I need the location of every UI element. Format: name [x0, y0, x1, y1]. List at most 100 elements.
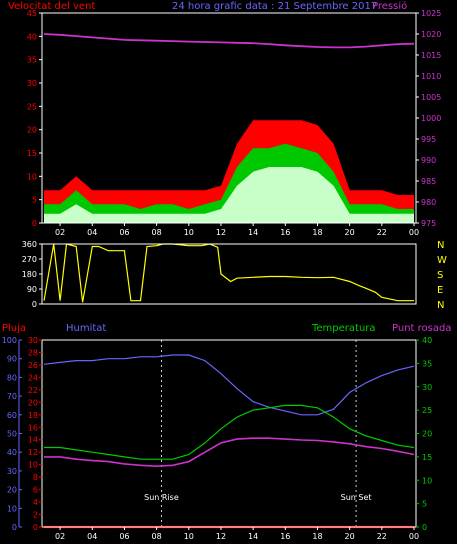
rain-axis-label: 24: [28, 373, 38, 382]
wind-direction-line: [43, 243, 414, 303]
humidity-x-label: 10: [184, 532, 194, 541]
rain-axis-label: 22: [28, 386, 38, 395]
sun-marker-label: Sun Rise: [144, 493, 179, 502]
direction-axis-label: 180: [22, 270, 37, 279]
pressure-axis-label: 985: [421, 177, 436, 186]
humidity-x-label: 14: [248, 532, 258, 541]
humidity-axis-label: 70: [7, 392, 17, 401]
humidity-line: [43, 354, 415, 416]
direction-compass-label: E: [437, 285, 443, 296]
wind-axis-label: 25: [27, 102, 37, 111]
wind-x-label: 10: [184, 228, 194, 237]
wind-axis-label: 20: [27, 126, 37, 135]
rain-axis-label: 0: [33, 523, 38, 532]
rain-axis-label: 6: [33, 486, 38, 495]
wind-axis-label: 15: [27, 149, 37, 158]
rain-axis-label: 10: [28, 461, 38, 470]
pressure-axis-label: 990: [421, 156, 436, 165]
humidity-x-label: 04: [87, 532, 97, 541]
humidity-axis-label: 30: [7, 467, 17, 476]
pressure-axis-label: 1000: [421, 114, 441, 123]
humidity-axis-label: 80: [7, 373, 17, 382]
pressure-axis-label: 980: [421, 198, 436, 207]
humidity-x-label: 12: [216, 532, 226, 541]
humidity-label: Humitat: [66, 323, 106, 334]
temp-axis-label: 15: [422, 453, 432, 462]
wind-axis-label: 40: [27, 32, 37, 41]
dewpoint-line: [44, 437, 415, 468]
rain-axis-label: 28: [28, 348, 38, 357]
wind-x-label: 14: [248, 228, 258, 237]
rain-axis-label: 18: [28, 411, 38, 420]
pressure-axis-label: 975: [421, 219, 436, 228]
rain-axis-label: 12: [28, 448, 38, 457]
wind-avg-area: [44, 167, 414, 223]
wind-x-label: 00: [409, 228, 419, 237]
pressure-line: [43, 33, 415, 49]
pressure-axis-label: 1020: [421, 30, 441, 39]
rain-axis-label: 2: [33, 511, 38, 520]
temp-axis-label: 0: [422, 523, 427, 532]
direction-axis-label: 360: [22, 240, 37, 249]
temp-axis-label: 25: [422, 406, 432, 415]
wind-x-label: 02: [55, 228, 65, 237]
wind-x-label: 12: [216, 228, 226, 237]
rain-axis-label: 4: [33, 498, 38, 507]
rain-label: Pluja: [2, 323, 26, 334]
pressure-axis-label: 995: [421, 135, 436, 144]
direction-axis-label: 270: [22, 255, 37, 264]
dewpoint-label: Punt rosada: [392, 323, 451, 334]
humidity-axis-label: 90: [7, 355, 17, 364]
humidity-x-label: 06: [119, 532, 129, 541]
rain-axis-label: 8: [33, 473, 38, 482]
wind-axis-label: 35: [27, 56, 37, 65]
temp-axis-label: 20: [422, 430, 432, 439]
wind-x-label: 16: [280, 228, 290, 237]
pressure-axis-label: 1015: [421, 51, 441, 60]
wind-axis-label: 0: [32, 219, 37, 228]
wind-axis-label: 30: [27, 79, 37, 88]
humidity-axis-label: 100: [2, 336, 17, 345]
temp-axis-label: 35: [422, 359, 432, 368]
humidity-axis-label: 60: [7, 411, 17, 420]
rain-axis-label: 16: [28, 423, 38, 432]
wind-axis-label: 45: [27, 9, 37, 18]
humidity-x-label: 00: [409, 532, 419, 541]
temp-axis-label: 10: [422, 476, 432, 485]
temp-axis-label: 5: [422, 500, 427, 509]
rain-axis-label: 14: [28, 436, 38, 445]
direction-compass-label: N: [437, 240, 444, 251]
rain-axis-label: 30: [28, 336, 38, 345]
temp-axis-label: 40: [422, 336, 432, 345]
humidity-x-label: 22: [377, 532, 387, 541]
temperature-label: Temperatura: [311, 323, 376, 334]
wind-x-label: 22: [377, 228, 387, 237]
wind-axis-label: 5: [32, 196, 37, 205]
direction-compass-label: S: [437, 270, 443, 281]
humidity-axis-label: 0: [12, 523, 17, 532]
temperature-line: [44, 404, 415, 460]
header-right-label: Pressió: [372, 0, 407, 12]
direction-axis-label: 0: [32, 300, 37, 309]
pressure-axis-label: 1025: [421, 9, 441, 18]
humidity-axis-label: 40: [7, 448, 17, 457]
humidity-axis-label: 10: [7, 504, 17, 513]
wind-x-label: 08: [152, 228, 162, 237]
wind-x-label: 20: [345, 228, 355, 237]
humidity-x-label: 18: [312, 532, 322, 541]
humidity-x-label: 20: [345, 532, 355, 541]
direction-compass-label: N: [437, 300, 444, 311]
wind-x-label: 04: [87, 228, 97, 237]
wind-x-label: 18: [312, 228, 322, 237]
header-left-label: Velocitat del vent: [8, 1, 95, 12]
pressure-axis-label: 1010: [421, 72, 441, 81]
direction-axis-label: 90: [27, 285, 37, 294]
direction-compass-label: W: [437, 255, 447, 266]
wind-axis-label: 10: [27, 172, 37, 181]
humidity-x-label: 08: [152, 532, 162, 541]
direction-panel-frame: [41, 243, 417, 305]
wind-x-label: 06: [119, 228, 129, 237]
humidity-x-label: 16: [280, 532, 290, 541]
pressure-axis-label: 1005: [421, 93, 441, 102]
humidity-axis-label: 20: [7, 486, 17, 495]
